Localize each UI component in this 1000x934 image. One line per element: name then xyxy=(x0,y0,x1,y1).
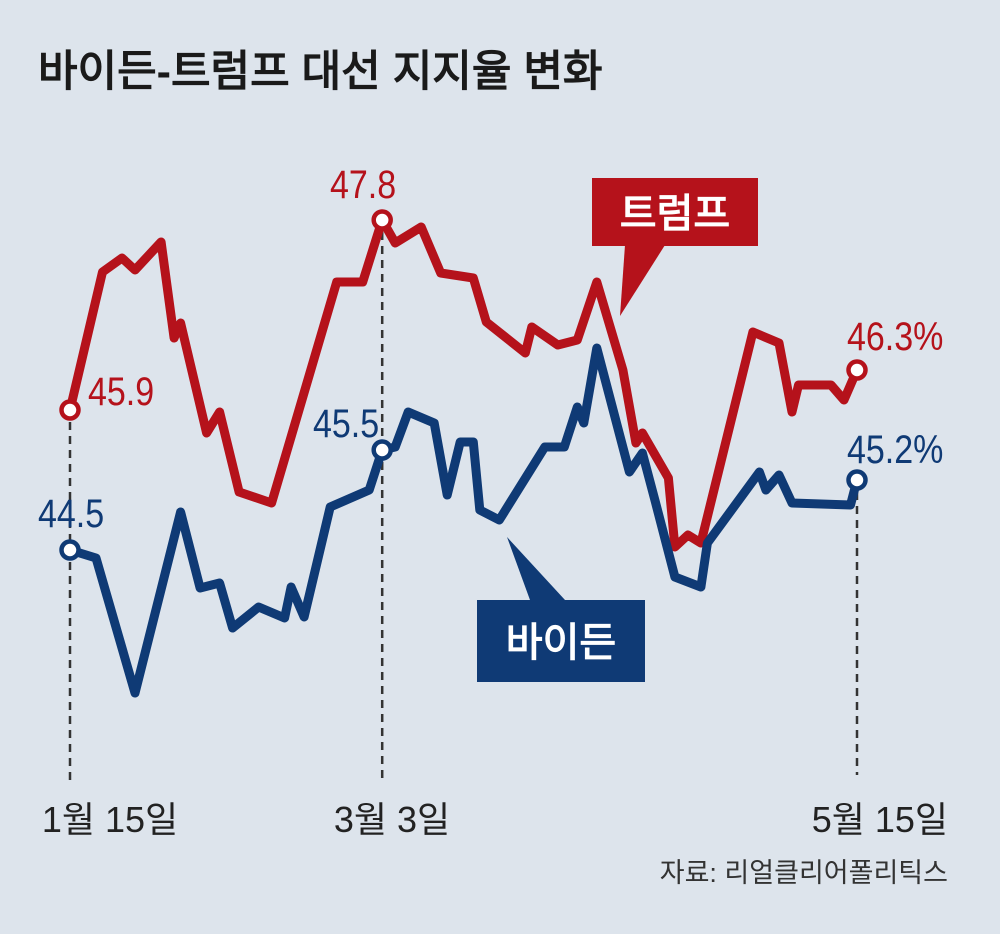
source-note: 자료: 리얼클리어폴리틱스 xyxy=(660,858,948,888)
trump-marker xyxy=(846,359,868,381)
trump-marker xyxy=(59,399,81,421)
trump-legend-label: 트럼프 xyxy=(620,192,730,236)
biden-marker xyxy=(371,439,393,461)
trump-start-label: 45.9 xyxy=(88,368,154,413)
biden-mid-label: 45.5 xyxy=(313,400,379,445)
x-tick-label: 5월 15일 xyxy=(812,799,948,840)
biden-marker xyxy=(846,469,868,491)
trump-line xyxy=(65,215,862,552)
endpoint-markers xyxy=(59,209,868,561)
trump-end-label: 46.3% xyxy=(847,313,943,358)
biden-start-label: 44.5 xyxy=(38,490,104,535)
biden-legend-box: 바이든 xyxy=(477,537,645,682)
trump-peak-label: 47.8 xyxy=(330,161,396,206)
series-lines xyxy=(65,215,862,698)
x-tick-label: 1월 15일 xyxy=(42,799,178,840)
x-tick-label: 3월 3일 xyxy=(334,799,450,840)
biden-legend-label: 바이든 xyxy=(506,621,616,665)
dashed-guides xyxy=(68,232,859,780)
chart-title: 바이든-트럼프 대선 지지율 변화 xyxy=(38,48,602,96)
trump-marker xyxy=(371,209,393,231)
biden-end-label: 45.2% xyxy=(847,426,943,471)
trump-legend-box: 트럼프 xyxy=(592,178,758,316)
biden-line xyxy=(65,343,862,698)
biden-marker xyxy=(59,539,81,561)
